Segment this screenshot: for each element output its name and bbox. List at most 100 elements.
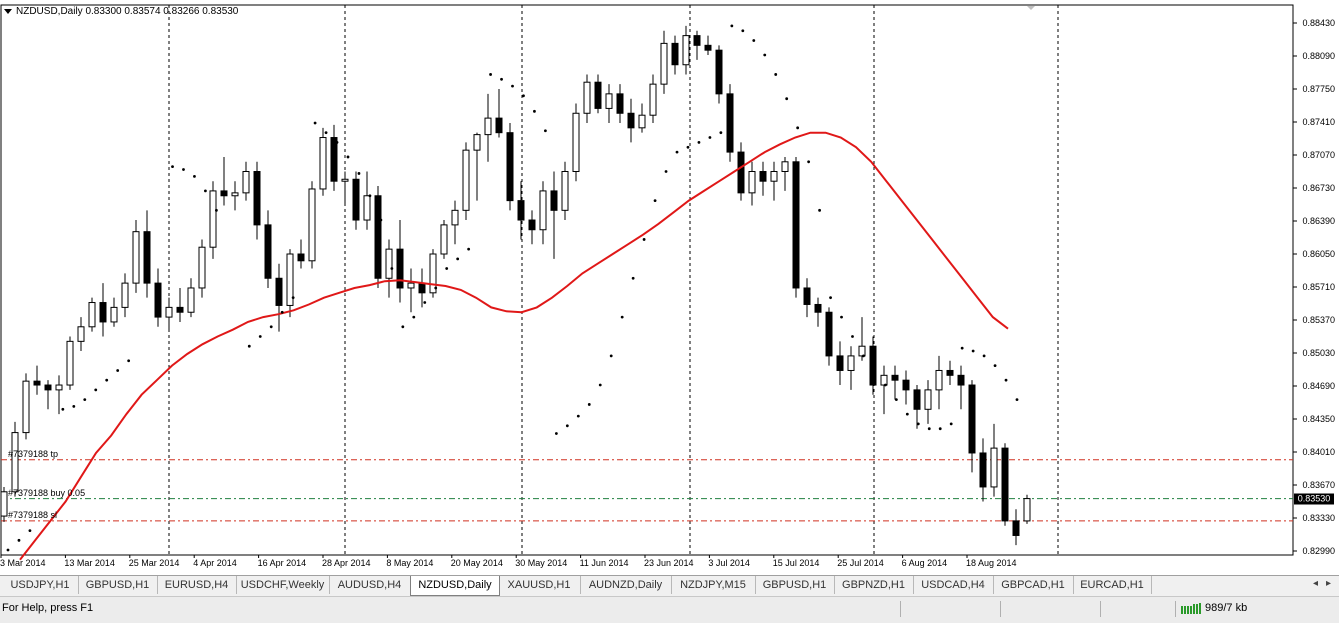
- candle-bear: [627, 112, 635, 129]
- scroll-left-icon[interactable]: ◂: [1312, 578, 1318, 589]
- sar-dot: [851, 335, 854, 338]
- dropdown-triangle-icon[interactable]: [4, 9, 12, 14]
- candle-bear: [803, 287, 811, 305]
- candle-bull: [605, 93, 613, 109]
- tab-gbpcad-h1[interactable]: GBPCAD,H1: [993, 576, 1074, 594]
- sar-dot: [620, 315, 624, 319]
- sar-dot: [796, 126, 800, 130]
- candle-bear: [957, 374, 965, 386]
- tab-eurcad-h1[interactable]: EURCAD,H1: [1073, 576, 1152, 594]
- tab-nzdusd-daily[interactable]: NZDUSD,Daily: [410, 576, 500, 596]
- tab-nzdjpy-m15[interactable]: NZDJPY,M15: [671, 576, 756, 594]
- candle-bull: [847, 355, 855, 371]
- candle-bull: [440, 224, 448, 255]
- candle-bull: [484, 117, 492, 136]
- price-scale-label: 0.82990: [1302, 546, 1335, 556]
- sar-dot: [116, 369, 120, 372]
- price-scale-label: 0.85710: [1302, 282, 1335, 292]
- price-scale-label: 0.87410: [1302, 117, 1335, 127]
- candle-bull: [88, 302, 96, 328]
- sar-dot: [6, 548, 10, 552]
- date-scale-label: 15 Jul 2014: [772, 558, 820, 568]
- date-scale-label: 30 May 2014: [515, 558, 568, 568]
- sar-dot: [335, 140, 339, 144]
- sar-dot: [346, 155, 350, 159]
- sar-dot: [576, 414, 580, 418]
- scroll-right-icon[interactable]: ▸: [1325, 578, 1331, 589]
- sar-dot: [379, 218, 383, 222]
- order-line-label: #7379188 sl: [8, 509, 58, 520]
- candle-bull: [858, 345, 866, 357]
- status-bar: For Help, press F1 989/7 kb: [0, 596, 1339, 623]
- sar-dot: [500, 77, 503, 81]
- date-scale-label: 28 Apr 2014: [322, 558, 371, 568]
- sar-dot: [17, 538, 21, 542]
- symbol-title-text: NZDUSD,Daily 0.83300 0.83574 0.83266 0.8…: [16, 6, 239, 17]
- sar-dot: [357, 172, 361, 175]
- candle-bull: [319, 137, 327, 190]
- sar-dot: [72, 404, 76, 408]
- candle-bull: [462, 149, 470, 211]
- candle-bear: [418, 282, 426, 294]
- tab-audnzd-daily[interactable]: AUDNZD,Daily: [580, 576, 672, 594]
- price-scale-label: 0.83330: [1302, 513, 1335, 523]
- sar-dot: [609, 354, 613, 358]
- date-scale-label: 23 Jun 2014: [644, 558, 694, 568]
- date-scale-label: 16 Apr 2014: [257, 558, 307, 568]
- tab-audusd-h4[interactable]: AUDUSD,H4: [329, 576, 411, 594]
- sar-dot: [818, 208, 821, 212]
- tab-usdcad-h4[interactable]: USDCAD,H4: [913, 576, 994, 594]
- date-scale-label: 6 Aug 2014: [901, 558, 948, 568]
- candle-bull: [242, 171, 250, 194]
- sar-dot: [1015, 398, 1019, 401]
- price-chart[interactable]: [0, 0, 1339, 575]
- order-line-label: #7379188 tp: [8, 448, 59, 459]
- candle-bull: [935, 369, 943, 391]
- candle-bear: [352, 178, 360, 221]
- tab-gbpusd-h1[interactable]: GBPUSD,H1: [78, 576, 158, 594]
- candle-bull: [308, 188, 316, 262]
- sar-dot: [829, 296, 832, 300]
- sar-dot: [664, 170, 668, 173]
- candle-bull: [880, 374, 888, 386]
- sar-dot: [28, 529, 32, 533]
- candle-bear: [726, 93, 734, 153]
- sar-dot: [708, 136, 712, 139]
- tab-xauusd-h1[interactable]: XAUUSD,H1: [498, 576, 581, 594]
- candle-bull: [1023, 498, 1031, 522]
- sar-dot: [171, 165, 174, 169]
- price-scale-label: 0.86390: [1302, 216, 1335, 226]
- candle-bear: [946, 369, 954, 376]
- chart-frame: [0, 4, 1294, 556]
- date-scale-label: 13 Mar 2014: [64, 558, 115, 568]
- sar-dot: [982, 354, 986, 358]
- sar-dot: [598, 383, 602, 387]
- sar-dot: [993, 364, 997, 368]
- candle-bull: [11, 432, 19, 493]
- chart-window[interactable]: NZDUSD,Daily 0.83300 0.83574 0.83266 0.8…: [0, 0, 1339, 575]
- sar-dot: [280, 310, 284, 314]
- sar-dot: [840, 315, 843, 319]
- sar-dot: [522, 94, 525, 98]
- candle-bull: [286, 253, 294, 306]
- candle-bear: [1001, 447, 1009, 522]
- candle-bull: [583, 81, 591, 114]
- candle-bull: [231, 192, 239, 197]
- candle-bear: [154, 282, 162, 318]
- candle-bear: [374, 195, 382, 279]
- candle-bear: [33, 380, 41, 386]
- tab-gbpnzd-h1[interactable]: GBPNZD,H1: [834, 576, 914, 594]
- candle-bull: [429, 253, 437, 294]
- tab-usdjpy-h1[interactable]: USDJPY,H1: [2, 576, 79, 594]
- tab-usdchf-weekly[interactable]: USDCHF,Weekly: [236, 576, 330, 594]
- sar-dot: [412, 315, 416, 319]
- candle-bear: [176, 306, 184, 313]
- sar-dot: [182, 168, 185, 171]
- traffic-readout: 989/7 kb: [1205, 602, 1248, 614]
- tab-eurusd-h4[interactable]: EURUSD,H4: [157, 576, 237, 594]
- sar-dot: [83, 398, 87, 401]
- candle-bull: [682, 35, 690, 66]
- tab-gbpusd-h1[interactable]: GBPUSD,H1: [755, 576, 835, 594]
- sar-dot: [719, 131, 723, 135]
- candle-bear: [275, 277, 283, 306]
